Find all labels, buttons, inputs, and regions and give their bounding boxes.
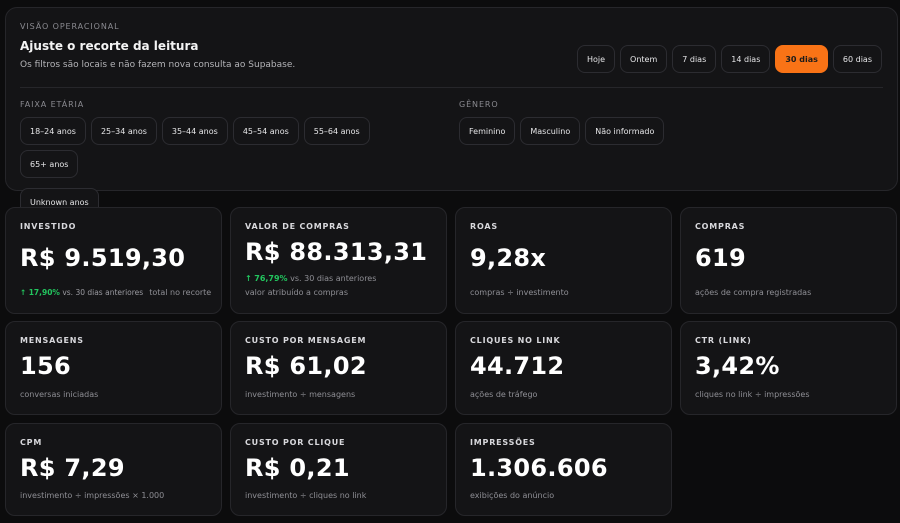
metric-value: R$ 0,21 xyxy=(245,454,350,482)
metric-card-custo-clique: CUSTO POR CLIQUE R$ 0,21 investimento ÷ … xyxy=(230,423,447,516)
section-eyebrow: VISÃO OPERACIONAL xyxy=(20,22,120,31)
metric-value: 3,42% xyxy=(695,352,780,380)
gender-filter-label: GÊNERO xyxy=(459,100,499,109)
metric-value: R$ 7,29 xyxy=(20,454,125,482)
metric-label: CUSTO POR MENSAGEM xyxy=(245,336,367,345)
date-range-selector: Hoje Ontem 7 dias 14 dias 30 dias 60 dia… xyxy=(576,45,882,73)
gender-nao-informado-chip[interactable]: Não informado xyxy=(585,117,665,145)
age-18-24-chip[interactable]: 18–24 anos xyxy=(20,117,86,145)
metric-caption: exibições do anúncio xyxy=(470,491,555,500)
metric-caption: investimento ÷ cliques no link xyxy=(245,491,367,500)
age-25-34-chip[interactable]: 25–34 anos xyxy=(90,117,157,145)
divider xyxy=(20,87,883,88)
gender-masculino-chip[interactable]: Masculino xyxy=(520,117,581,145)
metric-caption: investimento ÷ impressões × 1.000 xyxy=(20,491,165,500)
metric-card-roas: ROAS 9,28x compras ÷ investimento xyxy=(455,207,672,314)
panel-title: Ajuste o recorte da leitura xyxy=(20,39,199,53)
metric-footer: ↑ 17,90% vs. 30 dias anteriores total no… xyxy=(20,288,211,297)
metric-card-compras: COMPRAS 619 ações de compra registradas xyxy=(680,207,897,314)
metric-label: VALOR DE COMPRAS xyxy=(245,222,350,231)
metric-card-ctr-link: CTR (LINK) 3,42% cliques no link ÷ impre… xyxy=(680,321,897,415)
metric-caption: compras ÷ investimento xyxy=(470,288,569,297)
metric-caption: ações de compra registradas xyxy=(695,288,812,297)
metric-value: 9,28x xyxy=(470,244,547,272)
delta-percent: 17,90% xyxy=(28,288,60,297)
metric-label: CLIQUES NO LINK xyxy=(470,336,561,345)
metric-card-impressoes: IMPRESSÕES 1.306.606 exibições do anúnci… xyxy=(455,423,672,516)
metric-card-cliques-link: CLIQUES NO LINK 44.712 ações de tráfego xyxy=(455,321,672,415)
metric-caption: valor atribuído a compras xyxy=(245,288,348,297)
metric-label: CUSTO POR CLIQUE xyxy=(245,438,346,447)
age-55-64-chip[interactable]: 55–64 anos xyxy=(303,117,370,145)
metric-card-cpm: CPM R$ 7,29 investimento ÷ impressões × … xyxy=(5,423,222,516)
metric-value: 44.712 xyxy=(470,352,565,380)
metric-label: ROAS xyxy=(470,222,498,231)
metric-value: R$ 88.313,31 xyxy=(245,238,428,266)
range-ontem-button[interactable]: Ontem xyxy=(620,45,668,73)
metric-value: R$ 61,02 xyxy=(245,352,367,380)
delta-percent: 76,79% xyxy=(254,274,288,283)
range-7-dias-button[interactable]: 7 dias xyxy=(672,45,717,73)
age-65-plus-chip[interactable]: 65+ anos xyxy=(20,150,79,178)
metric-card-valor-compras: VALOR DE COMPRAS R$ 88.313,31 ↑ 76,79% v… xyxy=(230,207,447,314)
metric-value: 1.306.606 xyxy=(470,454,608,482)
metric-caption: total no recorte xyxy=(149,288,212,297)
delta-badge: ↑ 17,90% vs. 30 dias anteriores xyxy=(20,288,143,297)
age-35-44-chip[interactable]: 35–44 anos xyxy=(161,117,228,145)
metric-caption: cliques no link ÷ impressões xyxy=(695,390,810,399)
metric-label: INVESTIDO xyxy=(20,222,77,231)
gender-filter-chips: Feminino Masculino Não informado xyxy=(459,117,665,145)
filters-panel: VISÃO OPERACIONAL Ajuste o recorte da le… xyxy=(5,7,898,216)
delta-badge: ↑ 76,79% vs. 30 dias anteriores xyxy=(245,274,376,283)
metric-label: CTR (LINK) xyxy=(695,336,752,345)
age-filter-chips: 18–24 anos 25–34 anos 35–44 anos 45–54 a… xyxy=(20,117,400,216)
range-60-dias-button[interactable]: 60 dias xyxy=(832,45,882,73)
metric-card-investido: INVESTIDO R$ 9.519,30 ↑ 17,90% vs. 30 di… xyxy=(5,207,222,314)
range-14-dias-button[interactable]: 14 dias xyxy=(721,45,771,73)
metric-value: 156 xyxy=(20,352,71,380)
gender-feminino-chip[interactable]: Feminino xyxy=(459,117,516,145)
panel-subtitle: Os filtros são locais e não fazem nova c… xyxy=(20,60,296,70)
metric-label: MENSAGENS xyxy=(20,336,84,345)
metric-label: CPM xyxy=(20,438,43,447)
metric-value: R$ 9.519,30 xyxy=(20,244,186,272)
range-30-dias-button[interactable]: 30 dias xyxy=(775,45,828,73)
trend-up-icon: ↑ xyxy=(245,274,252,283)
metric-caption: investimento ÷ mensagens xyxy=(245,390,356,399)
range-hoje-button[interactable]: Hoje xyxy=(576,45,616,73)
metric-value: 619 xyxy=(695,244,746,272)
metric-caption: conversas iniciadas xyxy=(20,390,99,399)
metric-label: COMPRAS xyxy=(695,222,746,231)
trend-up-icon: ↑ xyxy=(20,288,27,297)
metric-card-custo-mensagem: CUSTO POR MENSAGEM R$ 61,02 investimento… xyxy=(230,321,447,415)
age-filter-label: FAIXA ETÁRIA xyxy=(20,100,85,109)
age-45-54-chip[interactable]: 45–54 anos xyxy=(232,117,299,145)
metric-card-mensagens: MENSAGENS 156 conversas iniciadas xyxy=(5,321,222,415)
delta-comparison: vs. 30 dias anteriores xyxy=(62,288,144,297)
metric-caption: ações de tráfego xyxy=(470,390,538,399)
delta-comparison: vs. 30 dias anteriores xyxy=(290,274,377,283)
metric-label: IMPRESSÕES xyxy=(470,438,536,447)
